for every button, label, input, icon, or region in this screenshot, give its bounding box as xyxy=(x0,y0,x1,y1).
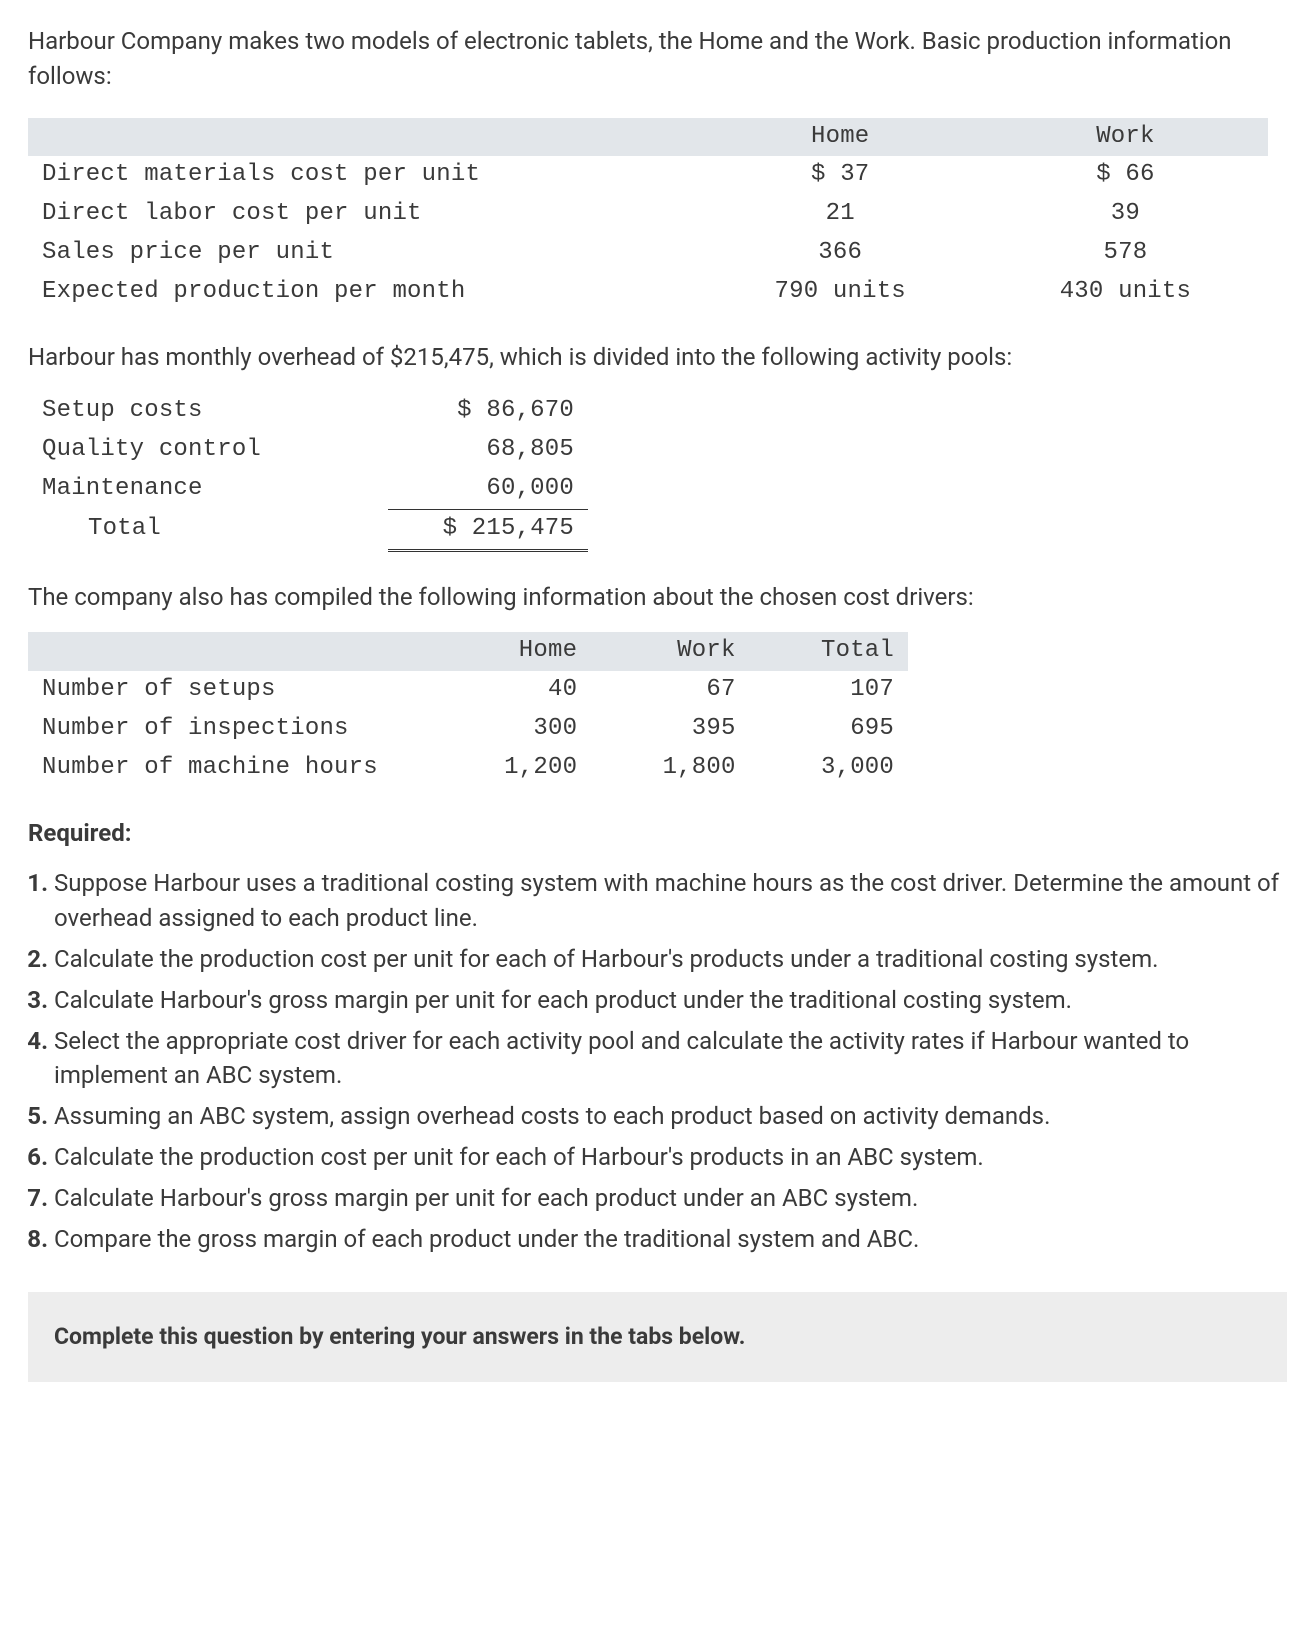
cell-amount: 68,805 xyxy=(388,431,588,470)
cell-home: 1,200 xyxy=(433,749,591,788)
table-row: Direct materials cost per unit $ 37 $ 66 xyxy=(28,156,1268,195)
requirement-item: Calculate Harbour's gross margin per uni… xyxy=(54,1181,1287,1216)
row-label: Quality control xyxy=(28,431,388,470)
table-row: Number of setups 40 67 107 xyxy=(28,671,908,710)
cost-drivers-paragraph: The company also has compiled the follow… xyxy=(28,580,1287,615)
overhead-paragraph: Harbour has monthly overhead of $215,475… xyxy=(28,340,1287,375)
col-total: Total xyxy=(750,632,908,671)
cell-work: 39 xyxy=(983,195,1268,234)
requirement-item: Calculate Harbour's gross margin per uni… xyxy=(54,983,1287,1018)
table-row: Maintenance 60,000 xyxy=(28,470,588,509)
total-label: Total xyxy=(28,509,388,550)
cell-total: 3,000 xyxy=(750,749,908,788)
cell-home: 21 xyxy=(698,195,983,234)
table-total-row: Total $ 215,475 xyxy=(28,509,588,550)
requirement-item: Suppose Harbour uses a traditional costi… xyxy=(54,866,1287,936)
cell-total: 107 xyxy=(750,671,908,710)
table-row: Sales price per unit 366 578 xyxy=(28,234,1268,273)
row-label: Number of inspections xyxy=(28,710,433,749)
cell-home: 300 xyxy=(433,710,591,749)
row-label: Direct labor cost per unit xyxy=(28,195,698,234)
answer-instructions-bar: Complete this question by entering your … xyxy=(28,1292,1287,1381)
total-amount: $ 215,475 xyxy=(388,509,588,550)
required-heading: Required: xyxy=(28,816,1287,851)
cell-amount: 60,000 xyxy=(388,470,588,509)
col-blank xyxy=(28,118,698,157)
col-home: Home xyxy=(433,632,591,671)
cell-work: 67 xyxy=(591,671,749,710)
row-label: Maintenance xyxy=(28,470,388,509)
row-label: Expected production per month xyxy=(28,273,698,312)
col-blank xyxy=(28,632,433,671)
requirement-item: Compare the gross margin of each product… xyxy=(54,1222,1287,1257)
requirements-list: Suppose Harbour uses a traditional costi… xyxy=(34,866,1287,1256)
requirement-item: Select the appropriate cost driver for e… xyxy=(54,1024,1287,1094)
cell-work: 395 xyxy=(591,710,749,749)
intro-paragraph: Harbour Company makes two models of elec… xyxy=(28,24,1287,94)
row-label: Direct materials cost per unit xyxy=(28,156,698,195)
cell-work: 1,800 xyxy=(591,749,749,788)
table-header-row: Home Work xyxy=(28,118,1268,157)
requirement-item: Calculate the production cost per unit f… xyxy=(54,942,1287,977)
table-row: Quality control 68,805 xyxy=(28,431,588,470)
col-work: Work xyxy=(983,118,1268,157)
cell-total: 695 xyxy=(750,710,908,749)
table-row: Number of machine hours 1,200 1,800 3,00… xyxy=(28,749,908,788)
col-work: Work xyxy=(591,632,749,671)
table-header-row: Home Work Total xyxy=(28,632,908,671)
overhead-pools-table: Setup costs $ 86,670 Quality control 68,… xyxy=(28,392,588,551)
basic-production-table: Home Work Direct materials cost per unit… xyxy=(28,118,1268,312)
cell-work: 430 units xyxy=(983,273,1268,312)
row-label: Number of setups xyxy=(28,671,433,710)
table-row: Direct labor cost per unit 21 39 xyxy=(28,195,1268,234)
row-label: Setup costs xyxy=(28,392,388,431)
cell-amount: $ 86,670 xyxy=(388,392,588,431)
cell-work: 578 xyxy=(983,234,1268,273)
col-home: Home xyxy=(698,118,983,157)
requirement-item: Calculate the production cost per unit f… xyxy=(54,1140,1287,1175)
cell-home: 790 units xyxy=(698,273,983,312)
cell-home: 40 xyxy=(433,671,591,710)
table-row: Setup costs $ 86,670 xyxy=(28,392,588,431)
cell-home: $ 37 xyxy=(698,156,983,195)
table-row: Expected production per month 790 units … xyxy=(28,273,1268,312)
cell-work: $ 66 xyxy=(983,156,1268,195)
row-label: Sales price per unit xyxy=(28,234,698,273)
cell-home: 366 xyxy=(698,234,983,273)
requirement-item: Assuming an ABC system, assign overhead … xyxy=(54,1099,1287,1134)
row-label: Number of machine hours xyxy=(28,749,433,788)
cost-drivers-table: Home Work Total Number of setups 40 67 1… xyxy=(28,632,908,787)
table-row: Number of inspections 300 395 695 xyxy=(28,710,908,749)
